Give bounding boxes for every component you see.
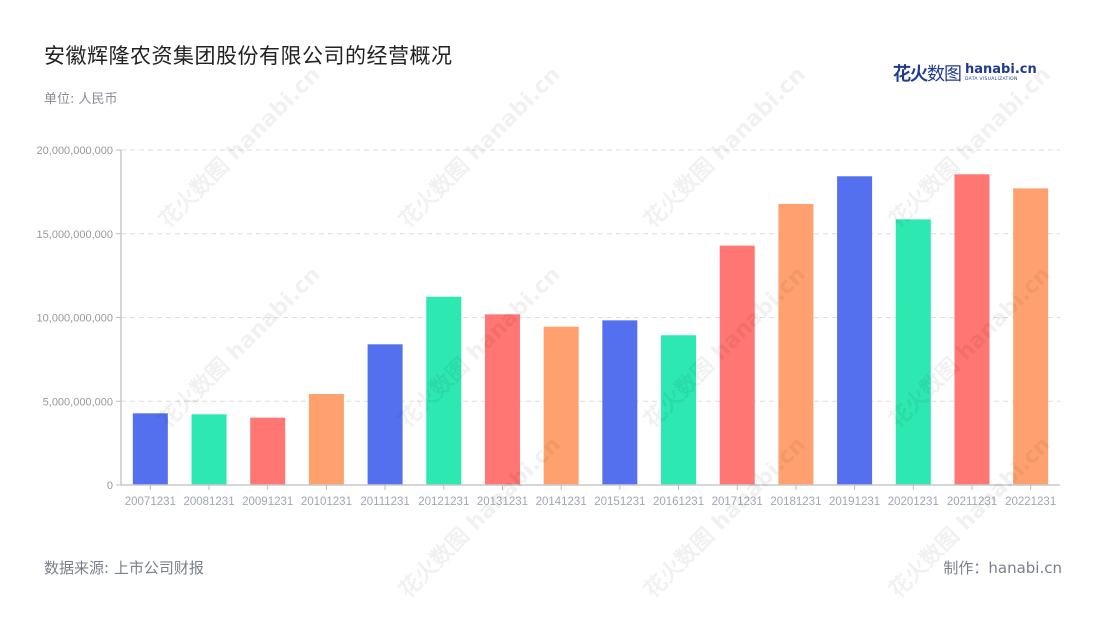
bar[interactable] <box>484 314 520 485</box>
bar[interactable] <box>719 245 755 485</box>
gridlines <box>121 149 1060 402</box>
x-tick-label: 20141231 <box>536 496 587 508</box>
x-tick-label: 20201231 <box>888 496 939 508</box>
axes: 0 5,000,000,000 10,000,000,000 15,000,000,0… <box>37 145 1060 508</box>
x-tick-label: 20071231 <box>125 496 176 508</box>
x-tick-label: 20121231 <box>418 496 469 508</box>
x-tick-label: 20191231 <box>829 496 880 508</box>
x-tick-label: 20171231 <box>712 496 763 508</box>
bar[interactable] <box>1013 188 1049 486</box>
bar[interactable] <box>602 320 638 485</box>
bar[interactable] <box>895 219 931 485</box>
logo-en-text: hanabi.cn DATA VISUALIZATION <box>965 62 1037 83</box>
logo-cn-text: 花火数图 <box>893 64 962 85</box>
x-tick-label: 20151231 <box>594 496 645 508</box>
y-tick-label: 15,000,000,000 <box>37 229 113 241</box>
y-tick-label: 10,000,000,000 <box>37 313 113 325</box>
bar[interactable] <box>426 296 462 485</box>
bar[interactable] <box>308 394 344 485</box>
y-tick-label: 0 <box>107 480 113 492</box>
x-tick-label: 20131231 <box>477 496 528 508</box>
x-tick-label: 20101231 <box>301 496 352 508</box>
bar[interactable] <box>954 174 990 485</box>
bar[interactable] <box>367 344 403 485</box>
x-tick-label: 20181231 <box>770 496 821 508</box>
x-tick-label: 20081231 <box>183 496 234 508</box>
bar[interactable] <box>661 335 697 485</box>
x-tick-label: 20161231 <box>653 496 704 508</box>
x-tick-label: 20221231 <box>1005 496 1056 508</box>
bar[interactable] <box>250 417 286 485</box>
x-tick-label: 20091231 <box>242 496 293 508</box>
data-source: 数据来源: 上市公司财报 <box>44 559 204 577</box>
x-tick-label: 20211231 <box>947 496 997 508</box>
chart-title: 安徽辉隆农资集团股份有限公司的经营概况 <box>44 44 453 68</box>
bar-series <box>132 174 1049 486</box>
bar[interactable] <box>837 176 873 486</box>
y-tick-label: 20,000,000,000 <box>37 145 113 157</box>
bar[interactable] <box>778 203 814 485</box>
credit: 制作：hanabi.cn <box>943 559 1062 577</box>
bar[interactable] <box>543 326 579 485</box>
bar[interactable] <box>191 414 227 485</box>
y-tick-label: 5,000,000,000 <box>43 396 113 408</box>
bar[interactable] <box>132 413 168 485</box>
brand-logo: 花火数图 hanabi.cn DATA VISUALIZATION <box>893 60 1037 86</box>
x-tick-label: 20111231 <box>360 496 409 508</box>
unit-label: 单位: 人民币 <box>44 92 118 107</box>
